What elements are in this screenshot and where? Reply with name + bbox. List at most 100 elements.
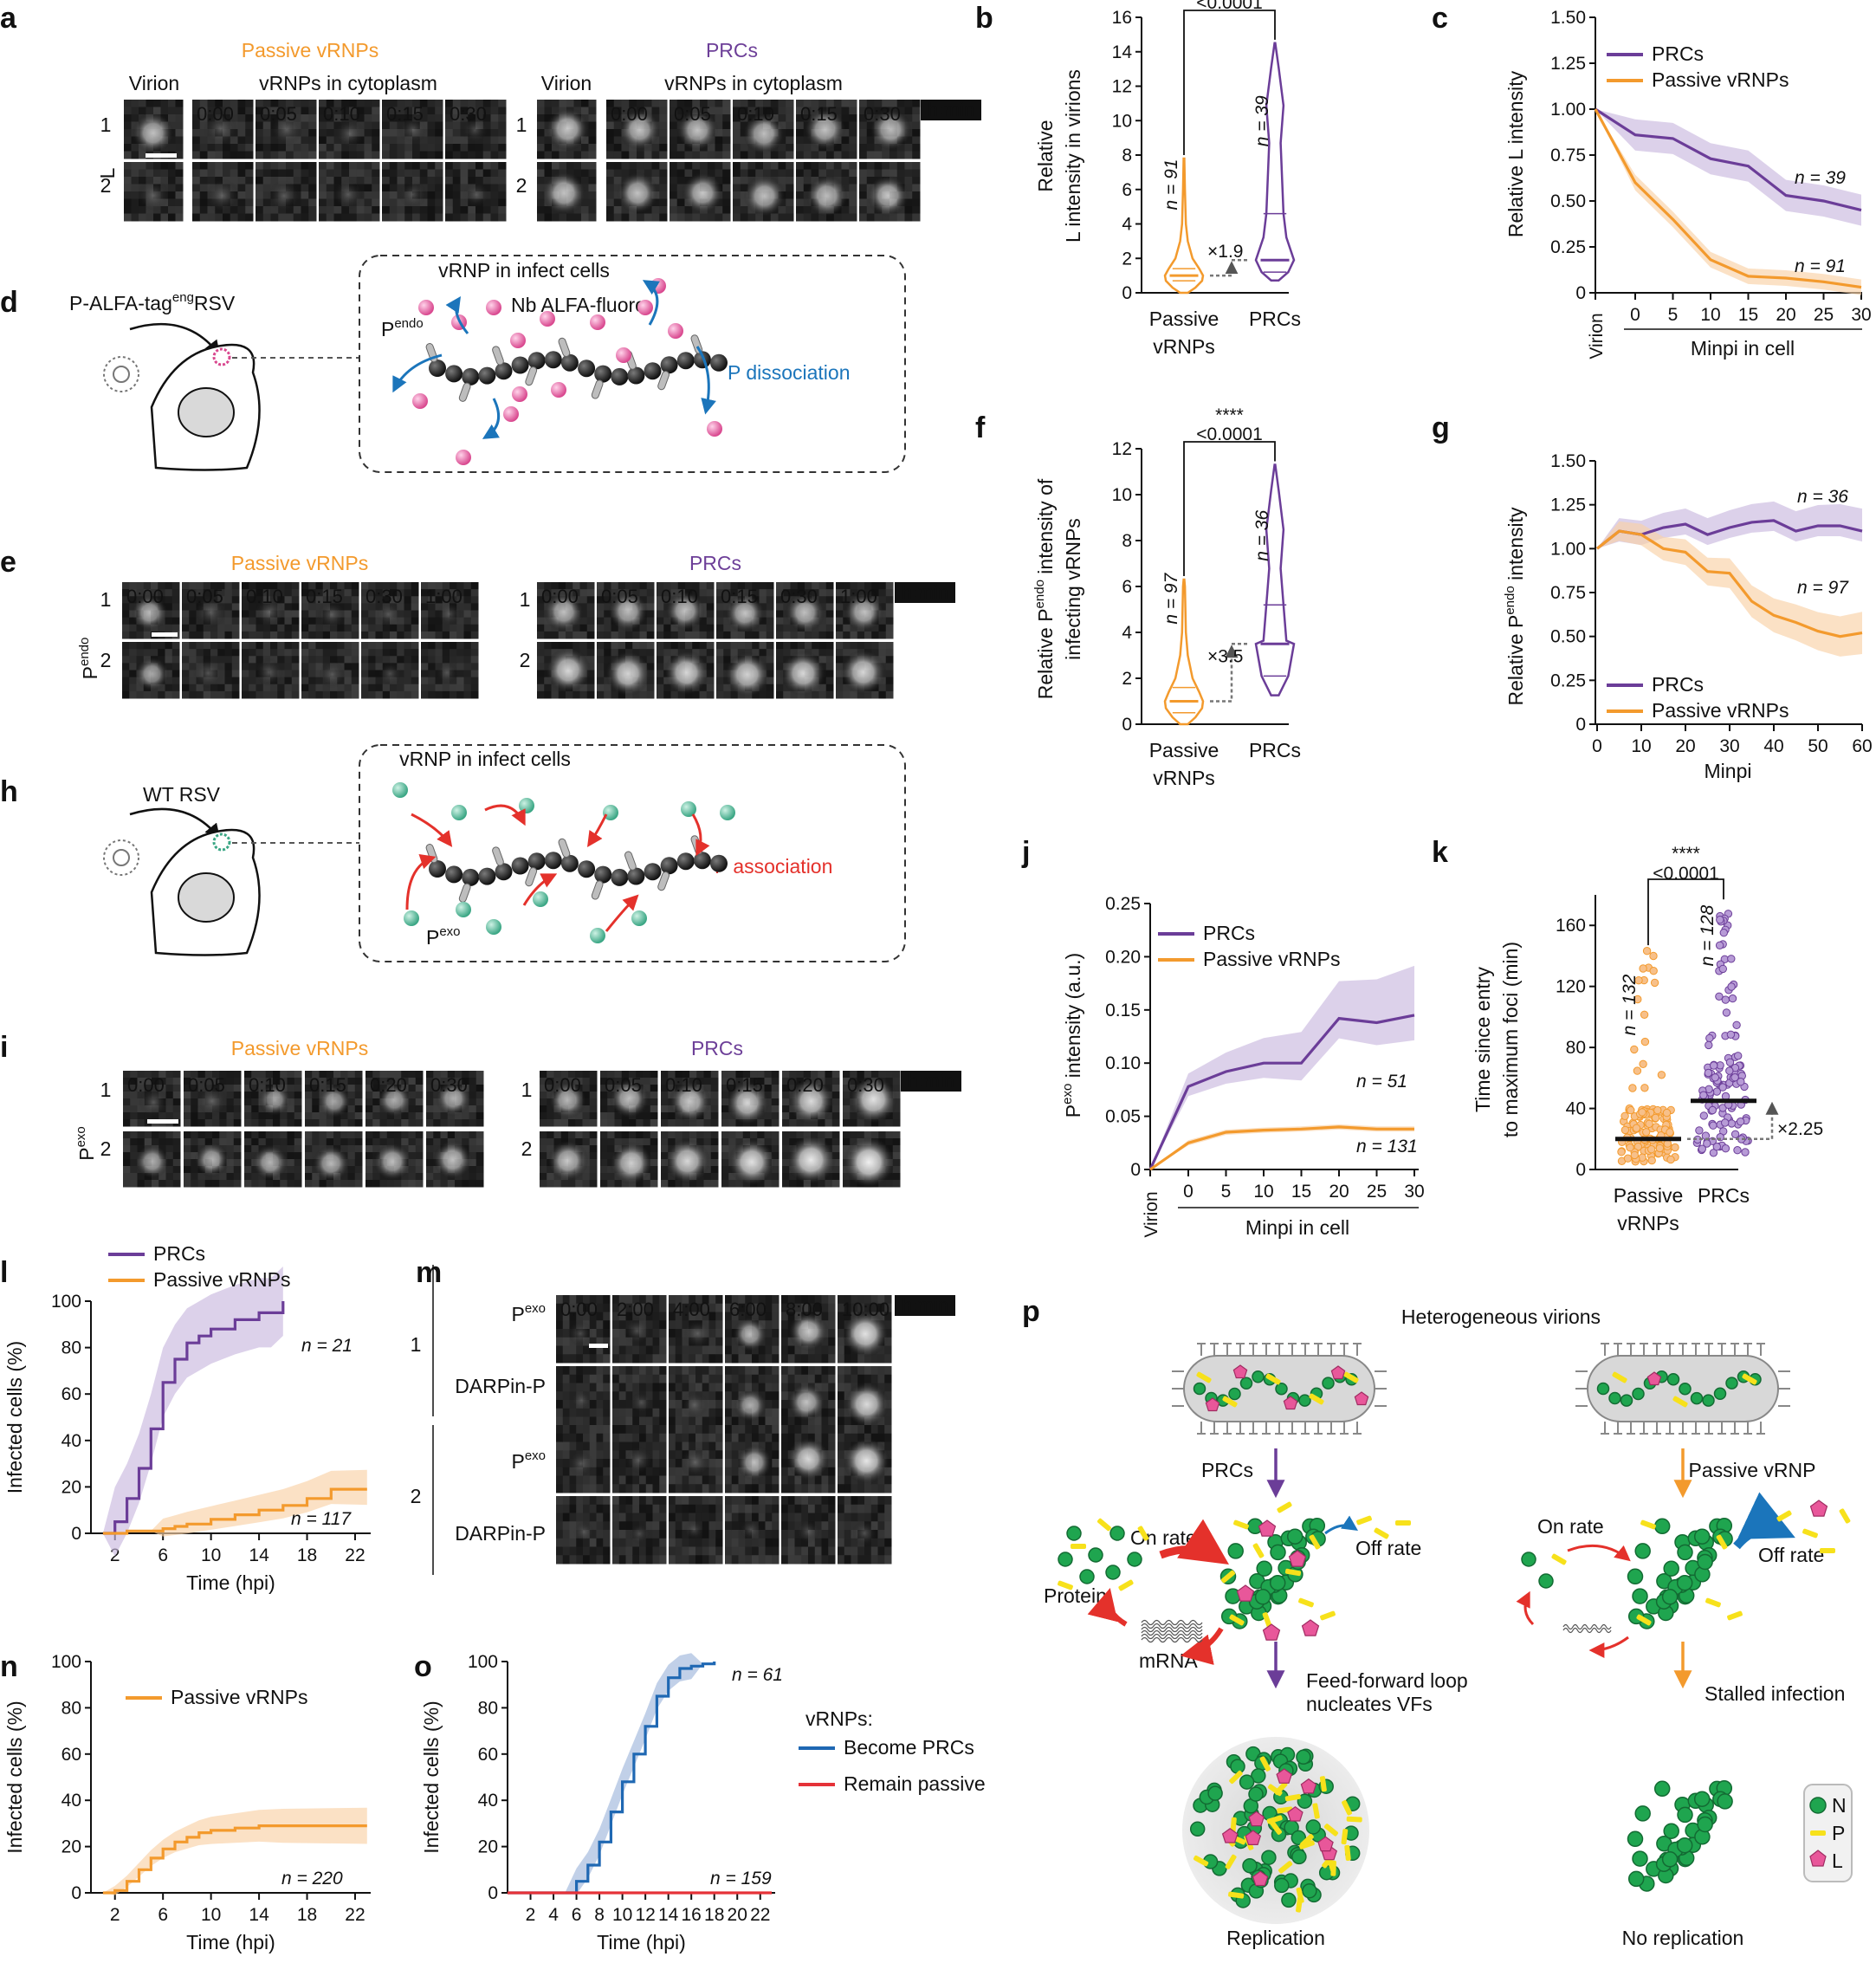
tile-noise xyxy=(435,656,443,664)
tile-noise xyxy=(573,169,582,178)
tile-noise xyxy=(364,184,372,192)
tile-noise xyxy=(131,107,139,115)
tile-noise xyxy=(251,1098,259,1106)
tile-noise xyxy=(129,663,137,671)
panel-c-prcs-line xyxy=(1595,107,1862,212)
tile-noise xyxy=(706,670,715,678)
tile-noise xyxy=(537,582,545,590)
tile-noise xyxy=(849,107,857,115)
tile-noise xyxy=(771,1119,780,1127)
tile-noise xyxy=(766,624,774,632)
tile-noise xyxy=(389,129,398,137)
tile-noise xyxy=(365,1131,373,1139)
tile-noise xyxy=(776,663,784,671)
tile-noise xyxy=(632,589,640,597)
tile-noise xyxy=(866,213,875,222)
tile-spot xyxy=(437,601,463,626)
tile-noise xyxy=(715,162,723,170)
tile-noise xyxy=(607,1071,615,1079)
tile-noise xyxy=(435,191,443,199)
tile-noise xyxy=(286,144,294,152)
panel-letter-b: b xyxy=(975,2,993,35)
tile-noise xyxy=(661,1085,669,1092)
panel-d-n-bead xyxy=(462,367,480,385)
tile-noise xyxy=(294,1105,302,1113)
tile-noise xyxy=(372,198,380,207)
tile-noise xyxy=(249,649,256,657)
panel-h-p-rod xyxy=(492,846,504,866)
tile-noise xyxy=(885,1119,894,1127)
tile-noise xyxy=(129,631,137,639)
tile-noise xyxy=(456,656,464,664)
tile-noise xyxy=(597,631,605,639)
tile-i-left-t0-r2 xyxy=(123,1131,181,1188)
tile-noise xyxy=(568,1071,576,1079)
tile-noise xyxy=(498,107,507,115)
tile-noise xyxy=(280,1145,288,1153)
tile-noise xyxy=(597,582,605,590)
tile-noise xyxy=(435,631,443,639)
panel-letter-k: k xyxy=(1432,836,1448,869)
tile-noise xyxy=(401,1071,409,1079)
tile-noise xyxy=(368,684,376,692)
tile-noise xyxy=(670,184,678,192)
panel-f-fold-arrow xyxy=(1210,645,1239,703)
tile-noise xyxy=(251,1138,259,1146)
tile-noise xyxy=(143,642,152,650)
tile-noise xyxy=(160,162,169,170)
panel-g-xtick-label: 40 xyxy=(1763,736,1783,756)
tile-noise xyxy=(825,1119,833,1127)
panel-b-ytick-label: 8 xyxy=(1122,146,1132,165)
tile-noise xyxy=(566,151,574,159)
tile-noise xyxy=(256,184,264,192)
tile-noise xyxy=(301,663,309,671)
tile-noise xyxy=(315,649,324,657)
tile-noise xyxy=(445,169,454,178)
tile-noise xyxy=(326,1131,334,1139)
tile-noise xyxy=(786,151,794,159)
tile-noise xyxy=(262,151,271,159)
tile-noise xyxy=(864,582,872,590)
tile-noise xyxy=(226,1078,235,1085)
tile-noise xyxy=(199,162,208,170)
tile-noise xyxy=(347,1138,356,1146)
tile-noise xyxy=(778,169,786,178)
tile-noise xyxy=(588,136,597,145)
tile-i-left-t0-r1: 0:00 xyxy=(123,1071,181,1127)
panel-d-n-bead xyxy=(560,353,579,372)
tile-noise xyxy=(646,603,655,611)
tile-noise xyxy=(450,642,457,650)
tile-noise xyxy=(203,582,211,590)
tile-time-label: 0:15 xyxy=(306,586,343,607)
tile-noise xyxy=(237,144,246,152)
panel-h-p-ball xyxy=(631,910,647,926)
tile-noise xyxy=(740,198,748,207)
tile-noise xyxy=(419,206,428,214)
tile-noise xyxy=(582,1131,591,1139)
tile-noise xyxy=(540,1152,547,1160)
tile-e-left-t2-r2 xyxy=(242,642,300,699)
tile-noise xyxy=(245,151,254,159)
tile-noise xyxy=(210,649,218,657)
tile-noise xyxy=(217,656,225,664)
tile-noise xyxy=(219,1119,227,1127)
tile-noise xyxy=(175,129,184,137)
tile-noise xyxy=(171,642,180,650)
tile-noise xyxy=(262,136,271,145)
tile-noise xyxy=(896,100,905,107)
tile-noise xyxy=(600,1092,608,1099)
tile-noise xyxy=(435,684,443,692)
tile-noise xyxy=(552,144,560,152)
tile-noise xyxy=(568,1078,576,1085)
tile-noise xyxy=(372,1105,380,1113)
tile-noise xyxy=(244,1173,252,1181)
tile-noise xyxy=(136,684,145,692)
tile-noise xyxy=(607,1173,615,1181)
tile-noise xyxy=(411,670,419,678)
tile-noise xyxy=(790,642,799,650)
tile-noise xyxy=(308,144,317,152)
tile-noise xyxy=(450,649,457,657)
tile-noise xyxy=(836,663,844,671)
tile-noise xyxy=(733,169,741,178)
tile-noise xyxy=(130,1112,138,1120)
